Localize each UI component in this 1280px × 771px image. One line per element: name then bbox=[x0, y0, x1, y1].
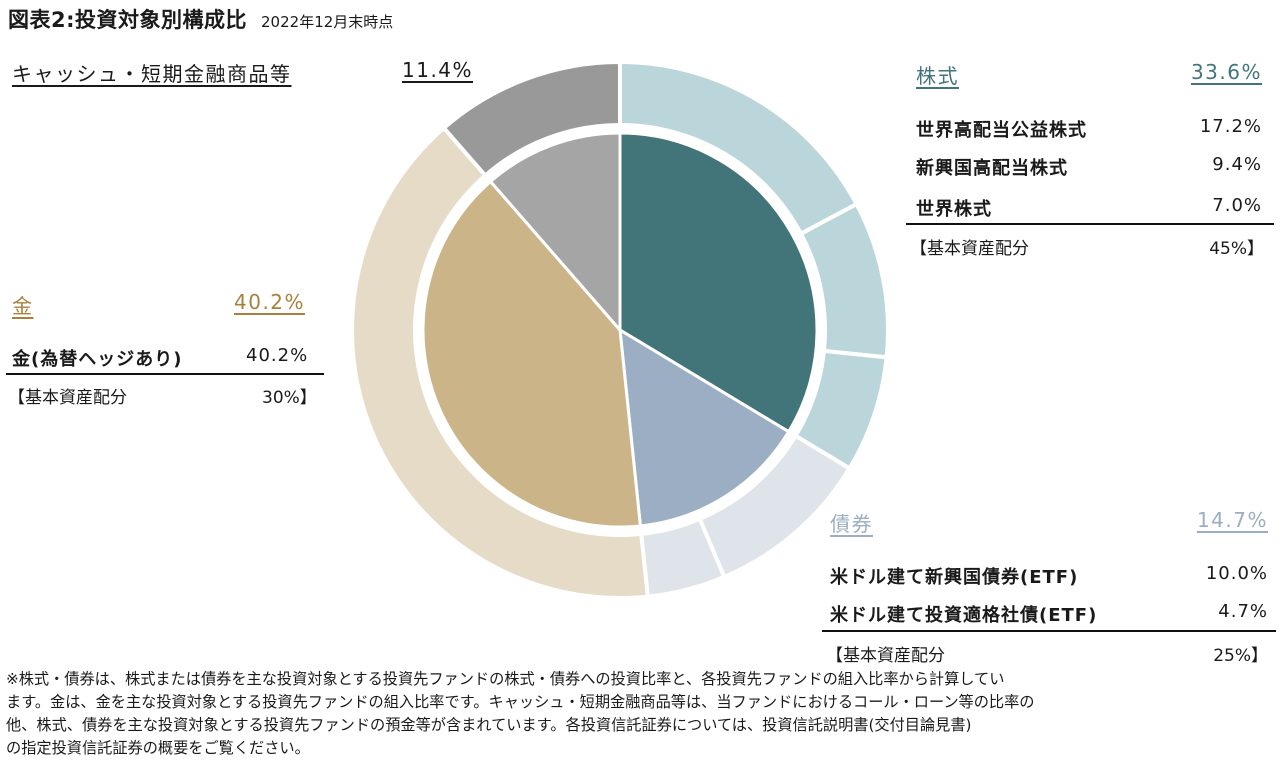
stock-item-1-label: 世界高配当公益株式 bbox=[916, 120, 1087, 141]
bond-item-2-label: 米ドル建て投資適格社債(ETF) bbox=[830, 605, 1098, 626]
gold-item-1-value: 40.2% bbox=[246, 345, 309, 366]
cash-label: キャッシュ・短期金融商品等 bbox=[12, 62, 292, 86]
stock-label: 株式 bbox=[916, 64, 959, 88]
stock-value: 33.6% bbox=[1190, 60, 1262, 84]
bond-label: 債券 bbox=[830, 512, 873, 536]
bond-base-value: 25%】 bbox=[1213, 646, 1268, 666]
stock-divider bbox=[906, 223, 1274, 225]
chart-subtitle: 2022年12月末時点 bbox=[261, 13, 394, 31]
footnote: ※株式・債券は、株式または債券を主な投資対象とする投資先ファンドの株式・債券への… bbox=[6, 668, 1272, 760]
inner-pie bbox=[421, 131, 819, 529]
stock-item-2-label: 新興国高配当株式 bbox=[916, 158, 1068, 179]
stock-item-3-value: 7.0% bbox=[1212, 195, 1262, 216]
footnote-line-2: ます。金は、金を主な投資対象とする投資先ファンドの組入比率です。キャッシュ・短期… bbox=[6, 693, 1035, 711]
inner-slice-3 bbox=[488, 131, 622, 335]
gold-base-label: 【基本資産配分 bbox=[8, 388, 127, 408]
bond-value: 14.7% bbox=[1196, 508, 1268, 532]
footnote-line-4: の指定投資信託証券の概要をご覧ください。 bbox=[6, 739, 310, 757]
outer-slice-5 bbox=[350, 125, 650, 600]
outer-slice-6 bbox=[441, 59, 622, 179]
footnote-line-1: ※株式・債券は、株式または債券を主な投資対象とする投資先ファンドの株式・債券への… bbox=[6, 670, 1005, 688]
chart-title: 図表2:投資対象別構成比 bbox=[8, 8, 248, 32]
inner-slice-2 bbox=[421, 179, 643, 529]
inner-slice-1 bbox=[618, 327, 791, 528]
bond-item-2-value: 4.7% bbox=[1218, 601, 1268, 622]
allocation-chart bbox=[350, 59, 890, 600]
gold-value: 40.2% bbox=[234, 290, 306, 314]
stock-item-2-value: 9.4% bbox=[1212, 154, 1262, 175]
cash-value: 11.4% bbox=[402, 58, 474, 82]
bond-item-1-label: 米ドル建て新興国債券(ETF) bbox=[830, 567, 1079, 588]
gold-item-1-label: 金(為替ヘッジあり) bbox=[12, 349, 183, 370]
bond-divider bbox=[822, 630, 1276, 632]
bond-base-label: 【基本資産配分 bbox=[826, 646, 945, 666]
gold-divider bbox=[6, 373, 324, 375]
footnote-line-3: 他、株式、債券を主な投資対象とする投資先ファンドの預金等が含まれています。各投資… bbox=[6, 716, 972, 734]
title-row: 図表2:投資対象別構成比 2022年12月末時点 bbox=[8, 4, 393, 34]
gold-label: 金 bbox=[12, 294, 34, 318]
stock-base-value: 45%】 bbox=[1209, 239, 1264, 259]
bond-item-1-value: 10.0% bbox=[1205, 563, 1268, 584]
stock-base-label: 【基本資産配分 bbox=[910, 239, 1029, 259]
outer-ring bbox=[350, 59, 890, 600]
stock-item-3-label: 世界株式 bbox=[916, 199, 992, 220]
gold-base-value: 30%】 bbox=[262, 388, 317, 408]
stock-item-1-value: 17.2% bbox=[1199, 116, 1262, 137]
inner-slice-0 bbox=[618, 131, 819, 434]
